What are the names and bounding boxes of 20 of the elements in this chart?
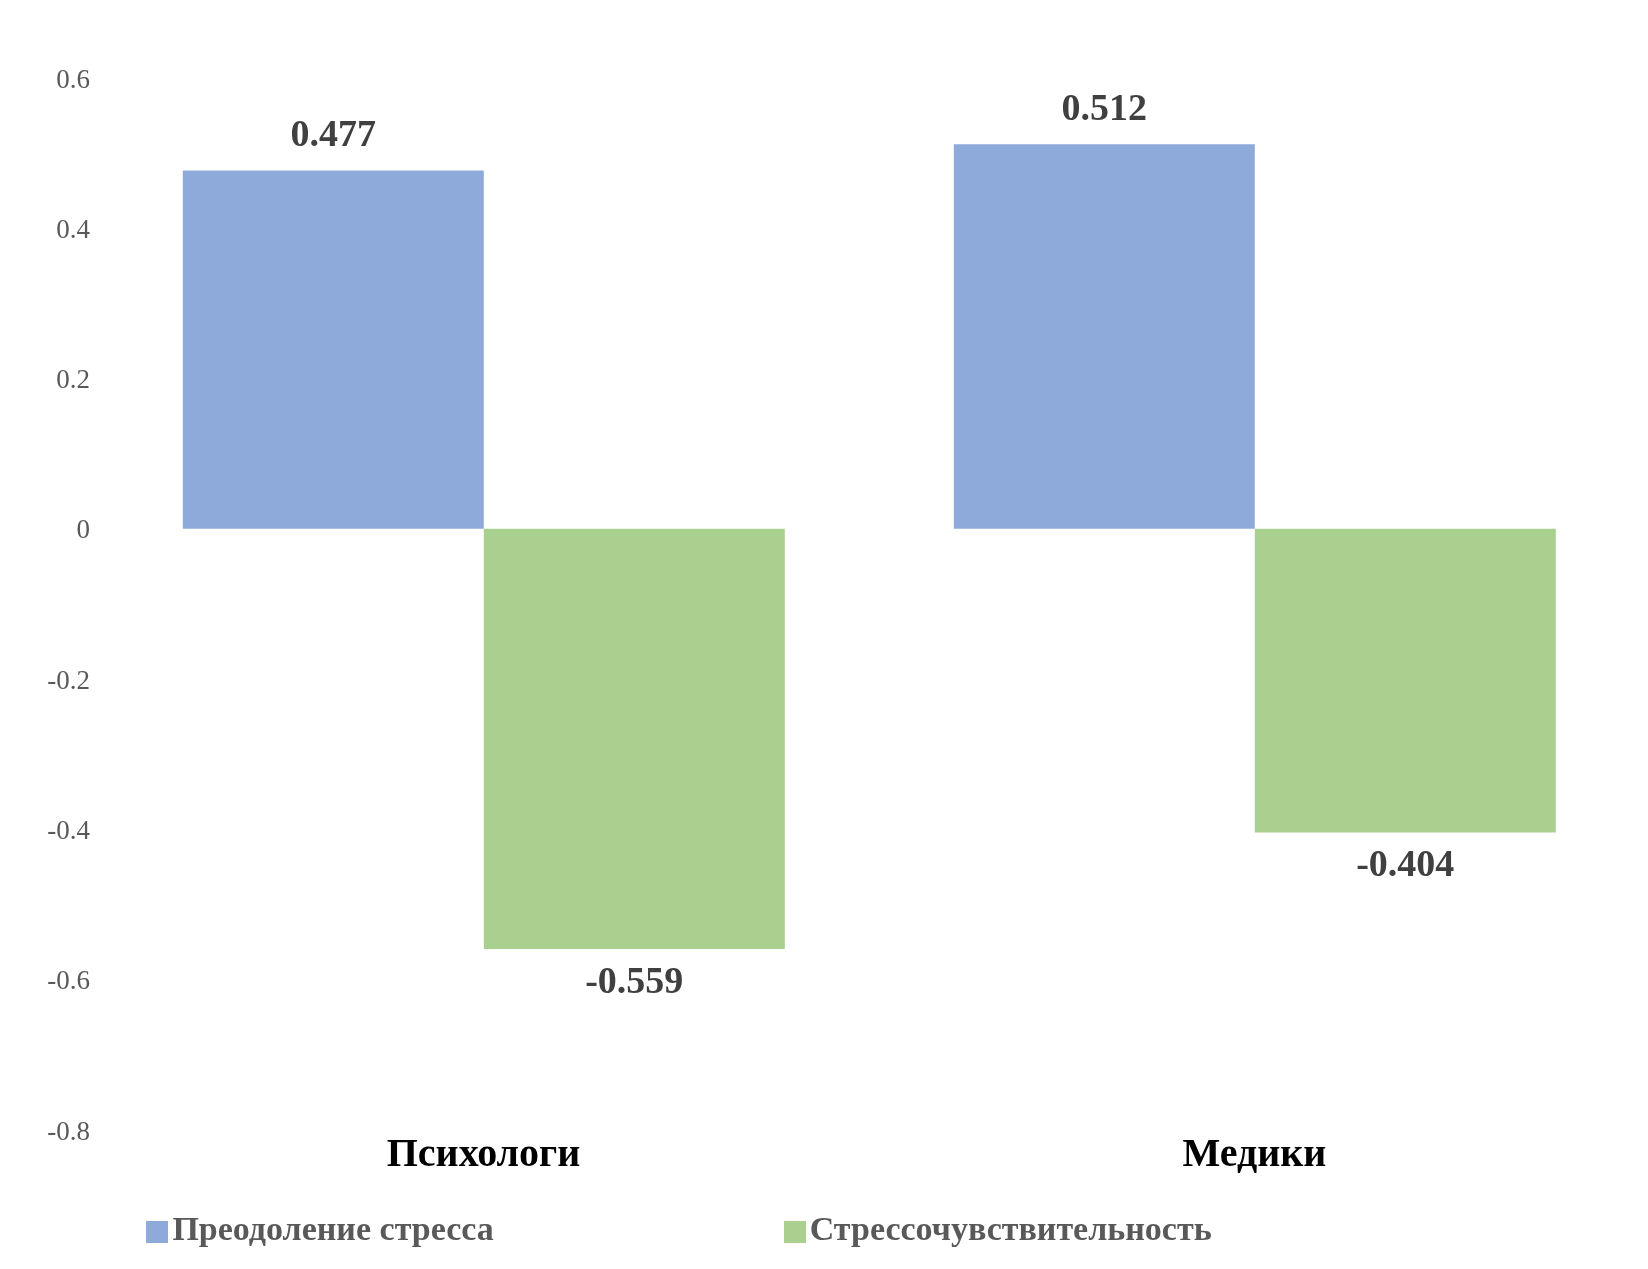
- y-tick-label: 0.2: [56, 364, 90, 395]
- data-label: 0.477: [290, 112, 377, 155]
- y-tick-label: -0.6: [47, 965, 90, 996]
- y-tick-label: -0.8: [47, 1115, 90, 1146]
- x-tick-label: Медики: [1182, 1130, 1327, 1176]
- y-tick-label: -0.4: [47, 815, 91, 846]
- legend-label: Преодоление стресса: [172, 1210, 494, 1247]
- y-tick-label: 0: [76, 514, 90, 545]
- y-tick-label: 0.6: [56, 63, 90, 94]
- y-tick-label: -0.2: [47, 664, 90, 695]
- x-tick-label: Психологи: [386, 1130, 581, 1176]
- bar: [1254, 528, 1556, 833]
- data-label: -0.404: [1356, 842, 1455, 885]
- bar: [483, 528, 785, 949]
- bar: [182, 170, 484, 529]
- data-label: -0.559: [585, 958, 684, 1001]
- bar: [953, 144, 1255, 529]
- y-tick-label: 0.4: [56, 213, 91, 244]
- legend-label: Стрессочувствительность: [809, 1210, 1212, 1247]
- data-label: 0.512: [1061, 86, 1148, 129]
